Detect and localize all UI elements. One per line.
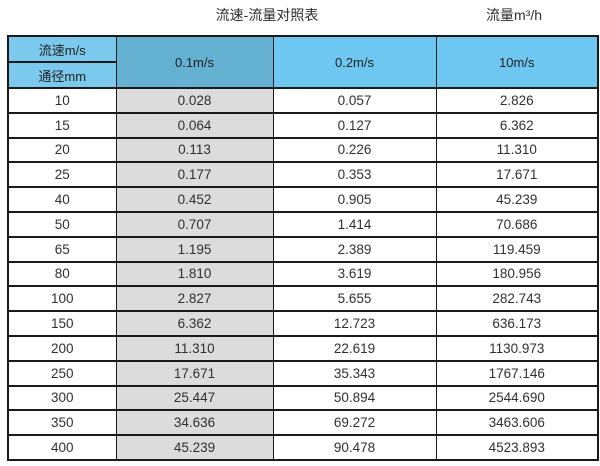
flow-value-cell: 636.173 xyxy=(435,310,599,337)
flow-value-cell: 1130.973 xyxy=(435,334,599,362)
flow-value-cell: 2.826 xyxy=(435,87,599,114)
flow-value-cell: 1.810 xyxy=(115,260,274,288)
flow-value-cell: 0.028 xyxy=(115,87,274,114)
flow-value-cell: 25.447 xyxy=(115,384,274,412)
flow-value-cell: 180.956 xyxy=(435,260,599,288)
flow-value-cell: 69.272 xyxy=(272,409,437,437)
table-row: 100 2.827 5.655 282.743 xyxy=(7,285,599,313)
diameter-cell: 250 xyxy=(7,359,117,387)
flow-value-cell: 17.671 xyxy=(435,161,599,189)
flow-rate-table: 流速m/s 0.1m/s 0.2m/s 10m/s 通径mm 10 0.028 0.… xyxy=(7,35,599,461)
column-header-0-2ms: 0.2m/s xyxy=(272,35,437,89)
table-row: 350 34.636 69.272 3463.606 xyxy=(7,409,599,437)
diameter-cell: 400 xyxy=(7,434,117,461)
diameter-cell: 80 xyxy=(7,260,117,288)
flow-value-cell: 0.113 xyxy=(115,136,274,164)
flow-value-cell: 6.362 xyxy=(435,111,599,139)
table-body: 10 0.028 0.057 2.826 15 0.064 0.127 6.362 20 0.11… xyxy=(7,87,599,461)
diameter-cell: 100 xyxy=(7,285,117,313)
flow-value-cell: 50.894 xyxy=(272,384,437,412)
table-row: 250 17.671 35.343 1767.146 xyxy=(7,359,599,387)
flow-value-cell: 0.064 xyxy=(115,111,274,139)
flow-value-cell: 34.636 xyxy=(115,409,274,437)
flow-value-cell: 12.723 xyxy=(272,310,437,337)
column-header-10ms: 10m/s xyxy=(435,35,599,89)
flow-value-cell: 22.619 xyxy=(272,334,437,362)
flow-value-cell: 70.686 xyxy=(435,210,599,238)
flow-value-cell: 35.343 xyxy=(272,359,437,387)
flow-value-cell: 0.057 xyxy=(272,87,437,114)
table-row: 300 25.447 50.894 2544.690 xyxy=(7,384,599,412)
diameter-cell: 10 xyxy=(7,87,117,114)
flow-value-cell: 0.452 xyxy=(115,186,274,213)
diameter-cell: 350 xyxy=(7,409,117,437)
diameter-cell: 65 xyxy=(7,235,117,263)
diameter-cell: 300 xyxy=(7,384,117,412)
table-row: 80 1.810 3.619 180.956 xyxy=(7,260,599,288)
flow-value-cell: 6.362 xyxy=(115,310,274,337)
flow-value-cell: 0.226 xyxy=(272,136,437,164)
column-header-0-1ms: 0.1m/s xyxy=(115,35,274,89)
flow-value-cell: 5.655 xyxy=(272,285,437,313)
diameter-cell: 40 xyxy=(7,186,117,213)
flow-value-cell: 282.743 xyxy=(435,285,599,313)
corner-velocity-label: 流速m/s xyxy=(7,35,117,63)
diameter-cell: 150 xyxy=(7,310,117,337)
flow-value-cell: 1.414 xyxy=(272,210,437,238)
table-header: 流速m/s 0.1m/s 0.2m/s 10m/s 通径mm xyxy=(7,35,599,89)
flow-value-cell: 11.310 xyxy=(435,136,599,164)
flow-value-cell: 4523.893 xyxy=(435,434,599,461)
table-row: 200 11.310 22.619 1130.973 xyxy=(7,334,599,362)
table-row: 25 0.177 0.353 17.671 xyxy=(7,161,599,189)
table-row: 15 0.064 0.127 6.362 xyxy=(7,111,599,139)
table-row: 40 0.452 0.905 45.239 xyxy=(7,186,599,213)
flow-value-cell: 2.827 xyxy=(115,285,274,313)
diameter-cell: 25 xyxy=(7,161,117,189)
flow-value-cell: 45.239 xyxy=(115,434,274,461)
flow-value-cell: 1.195 xyxy=(115,235,274,263)
diameter-cell: 15 xyxy=(7,111,117,139)
flow-value-cell: 0.353 xyxy=(272,161,437,189)
diameter-cell: 50 xyxy=(7,210,117,238)
flow-value-cell: 17.671 xyxy=(115,359,274,387)
table-row: 10 0.028 0.057 2.826 xyxy=(7,87,599,114)
header-row-velocity: 流速m/s 0.1m/s 0.2m/s 10m/s xyxy=(7,35,599,89)
flow-value-cell: 1767.146 xyxy=(435,359,599,387)
table-row: 50 0.707 1.414 70.686 xyxy=(7,210,599,238)
flow-value-cell: 0.177 xyxy=(115,161,274,189)
corner-diameter-label: 通径mm xyxy=(7,61,117,89)
diameter-cell: 20 xyxy=(7,136,117,164)
table-title: 流速-流量对照表 xyxy=(215,7,319,23)
flow-value-cell: 0.905 xyxy=(272,186,437,213)
header-row-diameter: 通径mm xyxy=(7,61,598,89)
flow-value-cell: 90.478 xyxy=(272,434,437,461)
flow-value-cell: 45.239 xyxy=(435,186,599,213)
flow-value-cell: 3463.606 xyxy=(435,409,599,437)
flow-value-cell: 119.459 xyxy=(435,235,599,263)
table-row: 400 45.239 90.478 4523.893 xyxy=(7,434,599,461)
flow-value-cell: 0.707 xyxy=(115,210,274,238)
flow-value-cell: 11.310 xyxy=(115,334,274,362)
flow-value-cell: 0.127 xyxy=(272,111,437,139)
flow-value-cell: 2.389 xyxy=(272,235,437,263)
table-row: 65 1.195 2.389 119.459 xyxy=(7,235,599,263)
table-row: 20 0.113 0.226 11.310 xyxy=(7,136,599,164)
flow-unit-label: 流量m³/h xyxy=(486,7,542,23)
diameter-cell: 200 xyxy=(7,334,117,362)
flow-value-cell: 3.619 xyxy=(272,260,437,288)
table-row: 150 6.362 12.723 636.173 xyxy=(7,310,599,337)
flow-value-cell: 2544.690 xyxy=(435,384,599,412)
